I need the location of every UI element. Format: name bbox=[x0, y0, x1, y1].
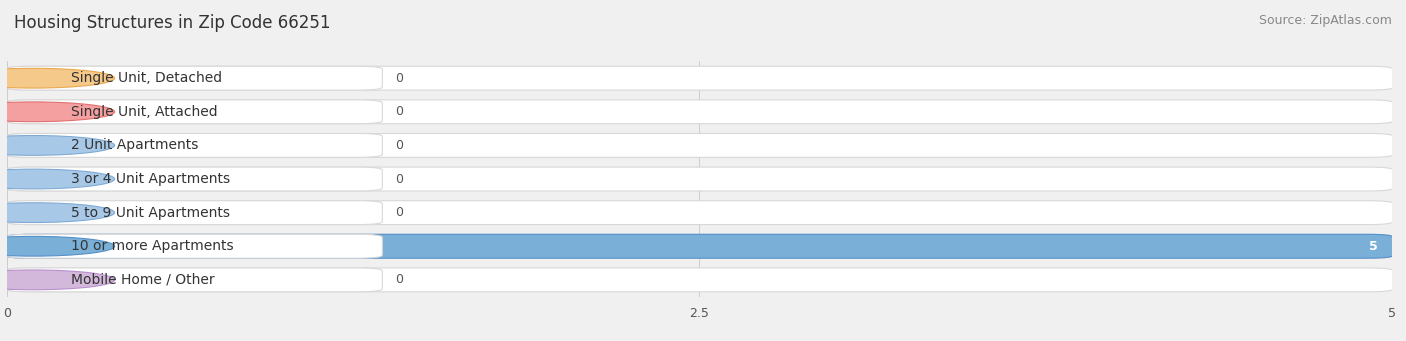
Text: 0: 0 bbox=[395, 273, 402, 286]
FancyBboxPatch shape bbox=[6, 201, 382, 225]
FancyBboxPatch shape bbox=[6, 133, 382, 157]
Text: 0: 0 bbox=[395, 206, 402, 219]
Circle shape bbox=[0, 135, 115, 155]
Text: Single Unit, Attached: Single Unit, Attached bbox=[70, 105, 217, 119]
FancyBboxPatch shape bbox=[6, 268, 1393, 292]
Text: Housing Structures in Zip Code 66251: Housing Structures in Zip Code 66251 bbox=[14, 14, 330, 32]
FancyBboxPatch shape bbox=[6, 66, 382, 90]
Circle shape bbox=[0, 270, 115, 290]
FancyBboxPatch shape bbox=[6, 234, 382, 258]
FancyBboxPatch shape bbox=[6, 167, 382, 191]
Text: 0: 0 bbox=[395, 173, 402, 186]
Text: Source: ZipAtlas.com: Source: ZipAtlas.com bbox=[1258, 14, 1392, 27]
Text: 3 or 4 Unit Apartments: 3 or 4 Unit Apartments bbox=[70, 172, 229, 186]
Text: 10 or more Apartments: 10 or more Apartments bbox=[70, 239, 233, 253]
Text: 0: 0 bbox=[395, 72, 402, 85]
Circle shape bbox=[0, 203, 115, 223]
FancyBboxPatch shape bbox=[6, 201, 1393, 225]
FancyBboxPatch shape bbox=[6, 100, 1393, 124]
FancyBboxPatch shape bbox=[6, 133, 1393, 157]
FancyBboxPatch shape bbox=[6, 66, 1393, 90]
Text: 2 Unit Apartments: 2 Unit Apartments bbox=[70, 138, 198, 152]
FancyBboxPatch shape bbox=[6, 234, 1393, 258]
Circle shape bbox=[0, 68, 115, 88]
Text: 5 to 9 Unit Apartments: 5 to 9 Unit Apartments bbox=[70, 206, 229, 220]
Text: 5: 5 bbox=[1369, 240, 1378, 253]
Text: 0: 0 bbox=[395, 105, 402, 118]
Text: Mobile Home / Other: Mobile Home / Other bbox=[70, 273, 214, 287]
FancyBboxPatch shape bbox=[6, 100, 382, 124]
Text: Single Unit, Detached: Single Unit, Detached bbox=[70, 71, 222, 85]
Circle shape bbox=[0, 236, 115, 256]
FancyBboxPatch shape bbox=[6, 167, 1393, 191]
Circle shape bbox=[0, 169, 115, 189]
Text: 0: 0 bbox=[395, 139, 402, 152]
Circle shape bbox=[0, 102, 115, 122]
FancyBboxPatch shape bbox=[6, 234, 1393, 258]
FancyBboxPatch shape bbox=[6, 268, 382, 292]
